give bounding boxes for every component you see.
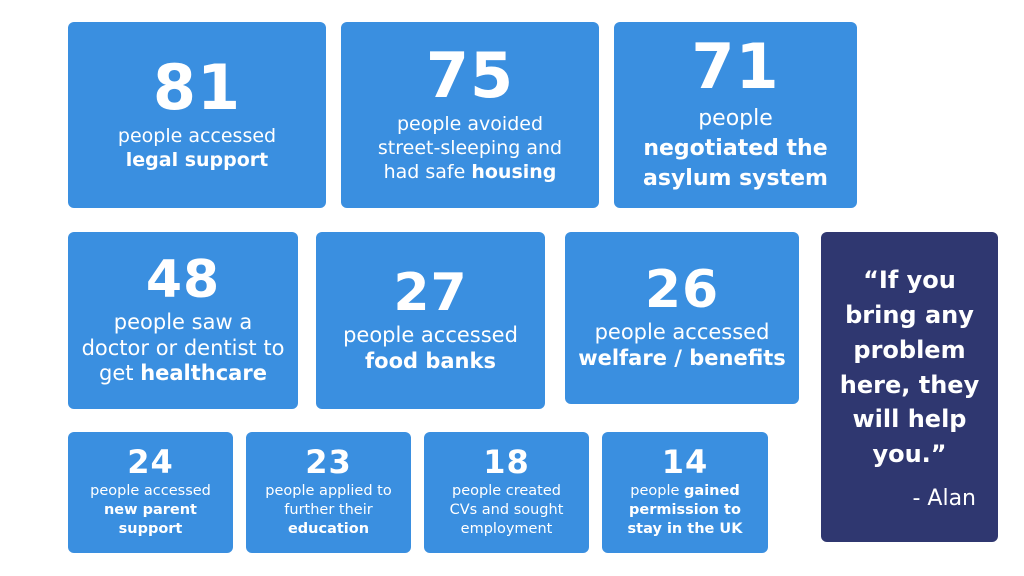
- stat-description: people saw a doctor or dentist to get he…: [81, 310, 285, 386]
- stat-description: people created CVs and sought employment: [449, 483, 564, 537]
- stat-description: people accessed food banks: [343, 322, 518, 373]
- stat-card-welfare: 26 people accessed welfare / benefits: [565, 232, 799, 404]
- stat-number: 81: [152, 51, 242, 125]
- stat-number: 23: [305, 443, 352, 482]
- stat-card-employment: 18 people created CVs and sought employm…: [424, 432, 589, 553]
- stat-card-new-parent: 24 people accessed new parent support: [68, 432, 233, 553]
- stat-card-healthcare: 48 people saw a doctor or dentist to get…: [68, 232, 298, 409]
- testimonial-quote: “If you bring any problem here, they wil…: [839, 266, 980, 469]
- stat-card-legal: 81 people accessed legal support: [68, 22, 326, 208]
- stat-number: 71: [691, 30, 780, 104]
- stat-description: people accessed legal support: [117, 125, 277, 171]
- stat-number: 18: [483, 443, 530, 482]
- stat-card-asylum: 71 people negotiated the asylum system: [614, 22, 857, 208]
- stat-card-education: 23 people applied to further their educa…: [246, 432, 411, 553]
- stat-number: 14: [661, 443, 709, 482]
- stat-number: 48: [145, 250, 221, 311]
- testimonial-card: “If you bring any problem here, they wil…: [821, 232, 998, 542]
- stat-description: people avoided street-sleeping and had s…: [377, 113, 563, 183]
- stat-description: people negotiated the asylum system: [643, 106, 828, 191]
- stat-description: people gained permission to stay in the …: [627, 483, 743, 537]
- stat-number: 27: [393, 262, 468, 323]
- stat-card-food-banks: 27 people accessed food banks: [316, 232, 545, 409]
- stat-description: people accessed new parent support: [90, 483, 211, 537]
- stat-number: 75: [425, 39, 515, 113]
- stat-number: 26: [644, 260, 720, 321]
- stat-description: people applied to further their educatio…: [265, 483, 392, 537]
- stat-number: 24: [127, 443, 174, 482]
- testimonial-author: - Alan: [912, 485, 976, 511]
- stat-card-permission: 14 people gained permission to stay in t…: [602, 432, 768, 553]
- stat-card-housing: 75 people avoided street-sleeping and ha…: [341, 22, 599, 208]
- stat-description: people accessed welfare / benefits: [578, 320, 786, 370]
